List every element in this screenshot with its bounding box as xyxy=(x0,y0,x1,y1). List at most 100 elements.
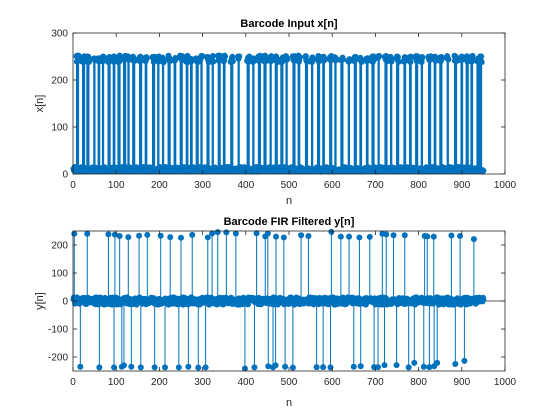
stem-marker xyxy=(160,59,167,66)
stem-marker xyxy=(143,55,150,62)
stem-marker xyxy=(384,58,391,65)
stem-marker xyxy=(478,59,485,66)
y-tick-label: 200 xyxy=(51,241,68,252)
stem-marker xyxy=(438,55,445,62)
stem-marker xyxy=(209,52,216,59)
stem-marker xyxy=(393,362,400,369)
plot-title-input: Barcode Input x[n] xyxy=(240,18,338,30)
subplot-filtered: Barcode FIR Filtered y[n] 0 100 200 300 400 5… xyxy=(34,216,517,409)
stem-marker xyxy=(424,233,431,240)
stem-marker xyxy=(84,230,91,237)
stem-marker xyxy=(346,56,353,63)
stem-marker xyxy=(137,364,144,371)
stem-marker xyxy=(381,362,388,369)
stem-marker xyxy=(131,57,138,64)
stem-marker xyxy=(204,234,211,241)
stem-marker xyxy=(162,364,169,371)
stem-marker xyxy=(100,55,107,62)
stem-marker xyxy=(305,233,312,240)
subplot-input: Barcode Input x[n] 0 100 200 300 400 500 600 70… xyxy=(34,18,517,207)
stem-marker xyxy=(229,53,236,60)
stem-marker xyxy=(85,54,92,61)
stem-marker xyxy=(236,53,243,60)
x-tick-label: 300 xyxy=(194,377,211,388)
x-tick-label: 500 xyxy=(281,377,298,388)
stem-marker xyxy=(470,236,477,243)
stem-marker xyxy=(253,230,260,237)
stem-marker xyxy=(321,55,328,62)
stem-marker xyxy=(167,234,174,241)
stem-marker xyxy=(85,58,92,65)
stem-marker xyxy=(125,234,132,241)
stem-marker xyxy=(151,364,158,371)
stem-marker xyxy=(96,364,103,371)
stem-marker xyxy=(178,234,184,241)
stem-marker xyxy=(289,364,296,371)
stem-marker xyxy=(189,231,196,238)
x-tick-label: 900 xyxy=(453,180,470,191)
x-tick-label: 100 xyxy=(108,180,125,191)
stem-marker xyxy=(420,363,427,370)
stem-marker xyxy=(408,53,415,60)
stem-marker xyxy=(356,234,363,241)
stem-marker xyxy=(395,58,402,65)
stem-series-filtered xyxy=(70,228,505,372)
stem-marker xyxy=(111,364,118,371)
stem-marker xyxy=(340,56,346,63)
stem-marker xyxy=(116,233,123,240)
stem-marker xyxy=(434,359,441,366)
stem-marker xyxy=(223,229,230,236)
x-tick-label: 900 xyxy=(453,377,470,388)
x-tick-label: 1000 xyxy=(494,377,517,388)
stem-marker xyxy=(366,233,373,240)
x-tick-label: 100 xyxy=(108,377,125,388)
stem-marker xyxy=(411,359,418,366)
x-tick-label: 600 xyxy=(324,377,341,388)
stem-marker xyxy=(390,232,397,239)
stem-marker xyxy=(264,230,271,237)
stem-marker xyxy=(105,231,112,238)
stem-marker xyxy=(232,230,239,237)
x-tick-label: 200 xyxy=(151,377,168,388)
stem-marker xyxy=(185,363,192,370)
y-tick-label: 100 xyxy=(51,269,68,280)
stem-marker xyxy=(478,53,485,60)
stem-marker xyxy=(157,232,164,239)
stem-marker xyxy=(298,232,305,239)
x-tick-label: 400 xyxy=(237,180,254,191)
stem-marker xyxy=(265,363,272,370)
stem-marker xyxy=(202,364,209,371)
tick-labels-input: 0 100 200 300 400 500 600 700 800 900 1000 0 100 200 3… xyxy=(51,29,516,192)
stem-marker xyxy=(376,53,383,60)
stem-marker xyxy=(222,53,229,60)
x-tick-label: 0 xyxy=(70,180,76,191)
stem-marker xyxy=(214,229,221,236)
stem-marker xyxy=(296,54,303,61)
y-tick-label: 300 xyxy=(51,29,68,40)
tick-labels-filtered: 0 100 200 300 400 500 600 700 800 900 1000-200-100… xyxy=(48,231,517,388)
x-tick-label: 300 xyxy=(194,180,211,191)
stem-marker xyxy=(405,364,412,371)
y-tick-label: 0 xyxy=(62,170,68,181)
y-axis-label-input: x[n] xyxy=(34,95,46,113)
stem-marker xyxy=(358,59,365,66)
x-axis-label-input: n xyxy=(286,195,292,207)
stem-marker xyxy=(374,364,381,371)
y-tick-label: -200 xyxy=(48,353,68,364)
stem-marker xyxy=(209,230,216,237)
stem-marker xyxy=(136,232,143,239)
x-tick-label: 0 xyxy=(70,377,76,388)
x-tick-label: 700 xyxy=(367,180,384,191)
x-axis-label-filtered: n xyxy=(286,397,292,409)
stem-marker xyxy=(430,233,437,240)
stem-marker xyxy=(383,231,390,238)
y-tick-label: 0 xyxy=(62,297,68,308)
stem-marker xyxy=(229,58,236,65)
stem-marker xyxy=(280,234,287,241)
stem-marker xyxy=(313,364,320,371)
stem-marker xyxy=(71,230,78,237)
stem-marker xyxy=(241,365,248,372)
stem-marker xyxy=(175,364,182,371)
stem-marker xyxy=(195,364,202,371)
